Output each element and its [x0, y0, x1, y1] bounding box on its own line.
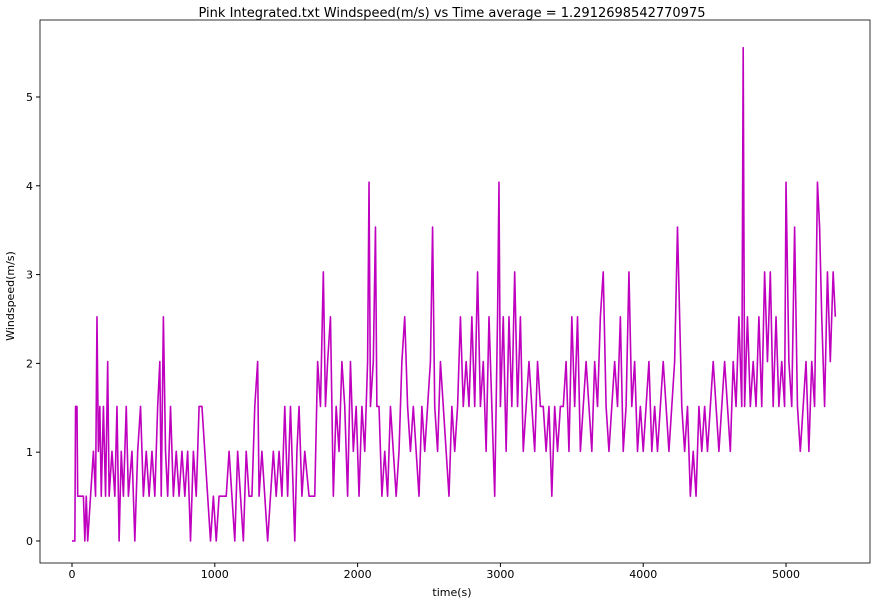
- plot-frame: [39, 19, 871, 564]
- x-tick-label: 2000: [344, 568, 372, 581]
- chart-title: Pink Integrated.txt Windspeed(m/s) vs Ti…: [199, 6, 706, 21]
- y-tick-label: 3: [26, 269, 33, 282]
- x-tick-label: 5000: [772, 568, 800, 581]
- y-axis-label: Windspeed(m/s): [4, 251, 17, 341]
- y-tick-label: 5: [26, 91, 33, 104]
- x-tick-label: 0: [68, 568, 75, 581]
- y-tick-label: 1: [26, 446, 33, 459]
- y-tick-label: 4: [26, 180, 33, 193]
- data-line: [71, 46, 837, 542]
- x-tick-label: 4000: [629, 568, 657, 581]
- x-tick-label: 3000: [486, 568, 514, 581]
- y-tick-label: 2: [26, 357, 33, 370]
- y-tick-label: 0: [26, 535, 33, 548]
- x-axis-label: time(s): [432, 586, 471, 599]
- x-tick-label: 1000: [201, 568, 229, 581]
